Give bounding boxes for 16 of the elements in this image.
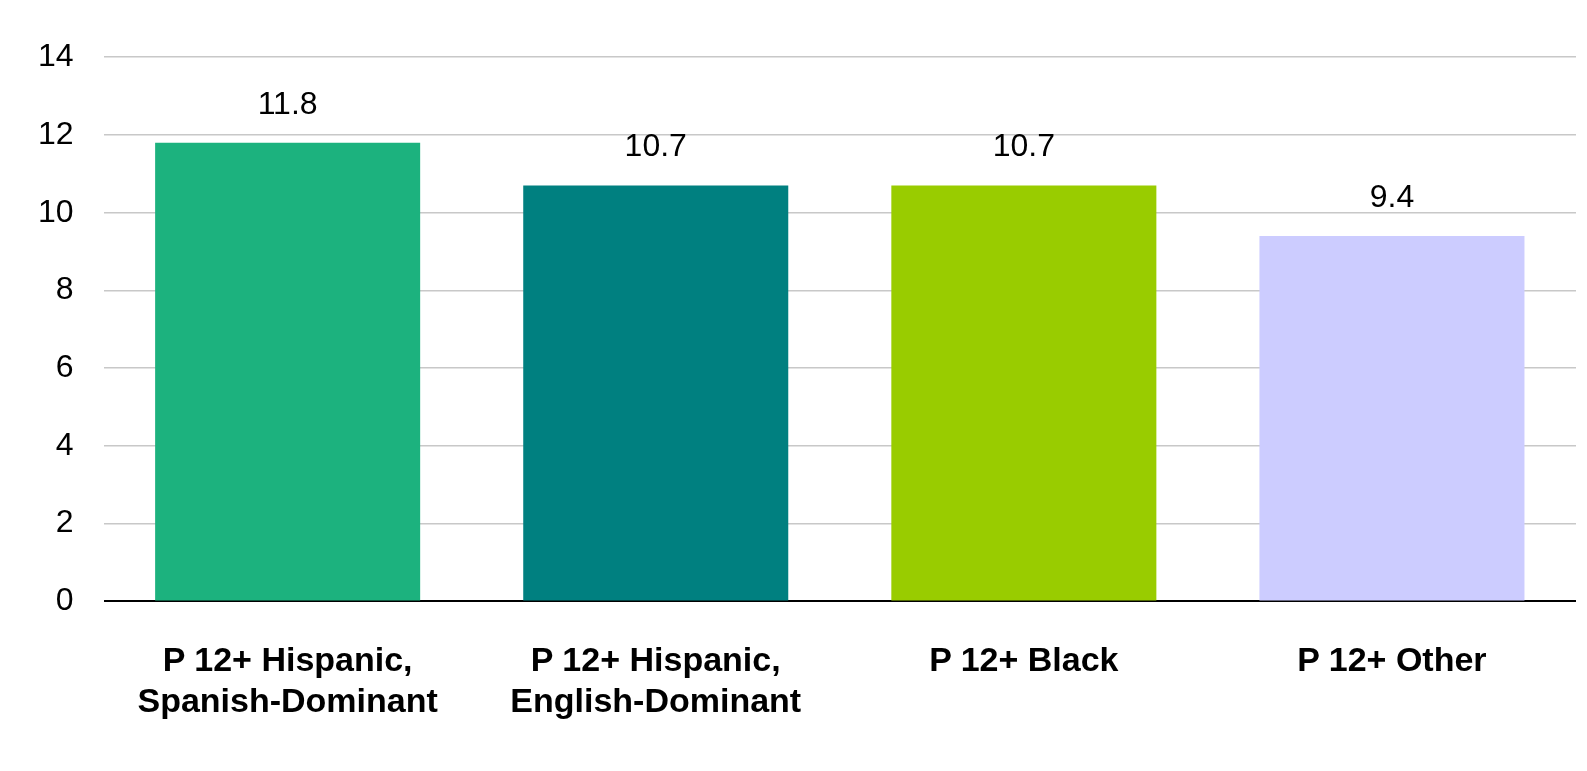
x-tick-label: P 12+ Black [929,640,1119,679]
y-tick-label: 2 [55,503,74,540]
y-tick-label: 0 [55,581,74,618]
y-tick-label: 10 [38,192,74,229]
data-label: 10.7 [624,127,687,164]
x-tick-label: P 12+ Other [1297,640,1487,679]
y-tick-label: 4 [55,425,74,462]
y-tick-label: 12 [38,114,74,151]
data-label: 10.7 [992,127,1055,164]
y-tick-label: 6 [55,348,74,384]
y-tick-label: 14 [38,37,74,74]
x-tick-label: P 12+ Hispanic, Spanish-Dominant [137,640,438,719]
y-tick-label: 8 [55,270,74,307]
data-label: 11.8 [257,84,318,121]
data-label: 9.4 [1369,177,1415,214]
x-tick-label: P 12+ Hispanic, English-Dominant [510,640,802,719]
